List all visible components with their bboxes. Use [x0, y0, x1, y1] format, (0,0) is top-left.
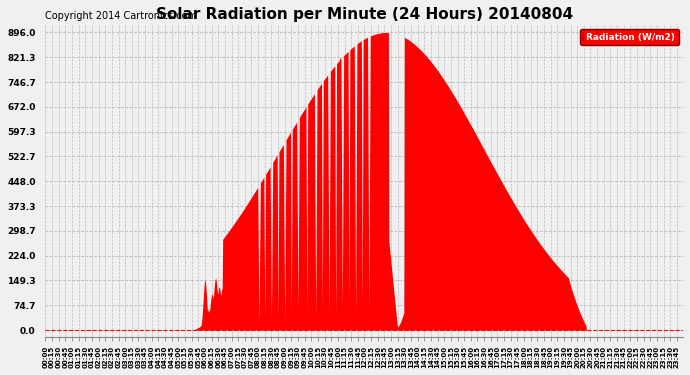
Title: Solar Radiation per Minute (24 Hours) 20140804: Solar Radiation per Minute (24 Hours) 20…	[156, 7, 573, 22]
Text: Copyright 2014 Cartronics.com: Copyright 2014 Cartronics.com	[46, 11, 197, 21]
Legend: Radiation (W/m2): Radiation (W/m2)	[580, 29, 678, 45]
